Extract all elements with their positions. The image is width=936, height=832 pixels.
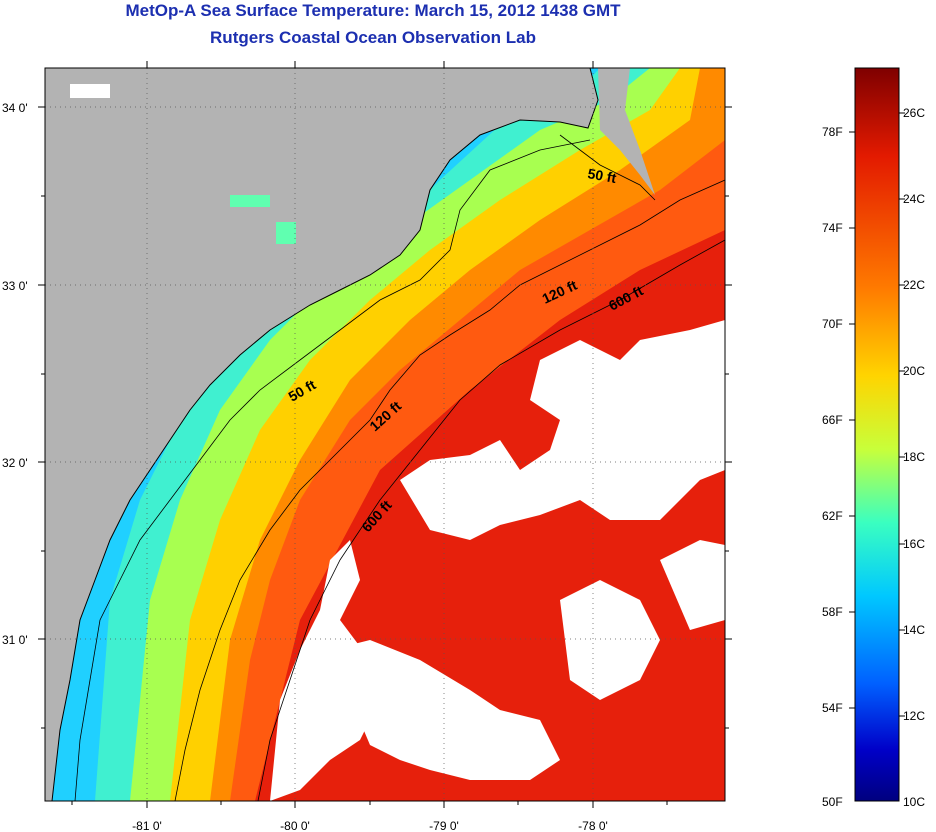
colorbar-f-label: 58F <box>822 605 843 619</box>
colorbar-f-label: 62F <box>822 509 843 523</box>
colorbar <box>854 67 900 802</box>
inland-lake-1 <box>230 195 270 207</box>
map-title: MetOp-A Sea Surface Temperature: March 1… <box>125 1 621 20</box>
lat-label: 33 0' <box>2 279 28 293</box>
lon-label: -81 0' <box>132 819 162 832</box>
lat-label: 32 0' <box>2 456 28 470</box>
contour-50ft <box>74 134 656 801</box>
colorbar-c-label: 22C <box>903 278 925 292</box>
coastline <box>51 68 599 801</box>
colorbar-c-label: 18C <box>903 450 925 464</box>
colorbar-f-labels: 78F 74F 70F 66F 62F 58F 54F 50F <box>822 125 843 809</box>
cloud-patch-east <box>560 580 660 700</box>
colorbar-c-label: 12C <box>903 709 925 723</box>
colorbar-f-label: 66F <box>822 413 843 427</box>
cape-land <box>598 68 655 195</box>
lat-label: 34 0' <box>2 101 28 115</box>
colorbar-c-label: 24C <box>903 192 925 206</box>
colorbar-c-label: 14C <box>903 623 925 637</box>
colorbar-c-label: 20C <box>903 364 925 378</box>
land-mass <box>45 68 598 801</box>
lat-label: 31 0' <box>2 633 28 647</box>
lon-label: -78 0' <box>578 819 608 832</box>
cloud-patch-far-east <box>660 540 725 630</box>
cloud-mask-south-east <box>330 640 560 780</box>
colorbar-c-label: 26C <box>903 106 925 120</box>
cloud-mask-south <box>270 540 380 801</box>
colorbar-f-label: 74F <box>822 221 843 235</box>
colorbar-f-label: 54F <box>822 701 843 715</box>
inland-lake-2 <box>276 222 296 244</box>
colorbar-ticks <box>849 112 905 717</box>
axis-ticks <box>38 61 732 808</box>
colorbar-c-labels: 26C 24C 22C 20C 18C 16C 14C 12C 10C <box>903 106 925 809</box>
colorbar-c-label: 16C <box>903 537 925 551</box>
contour-label-50ft: 50 ft <box>586 165 617 186</box>
colorbar-f-label: 50F <box>822 795 843 809</box>
colorbar-f-label: 70F <box>822 317 843 331</box>
contour-120ft <box>174 179 725 801</box>
colorbar-c-label: 10C <box>903 795 925 809</box>
cloud-mask-north <box>400 320 725 540</box>
map-frame <box>44 67 726 802</box>
graticule <box>45 68 725 801</box>
contour-600ft <box>257 239 725 801</box>
colorbar-f-label: 78F <box>822 125 843 139</box>
map-subtitle: Rutgers Coastal Ocean Observation Lab <box>210 28 536 47</box>
inland-lake-3 <box>70 84 110 98</box>
lon-label: -80 0' <box>280 819 310 832</box>
lon-label: -79 0' <box>429 819 459 832</box>
